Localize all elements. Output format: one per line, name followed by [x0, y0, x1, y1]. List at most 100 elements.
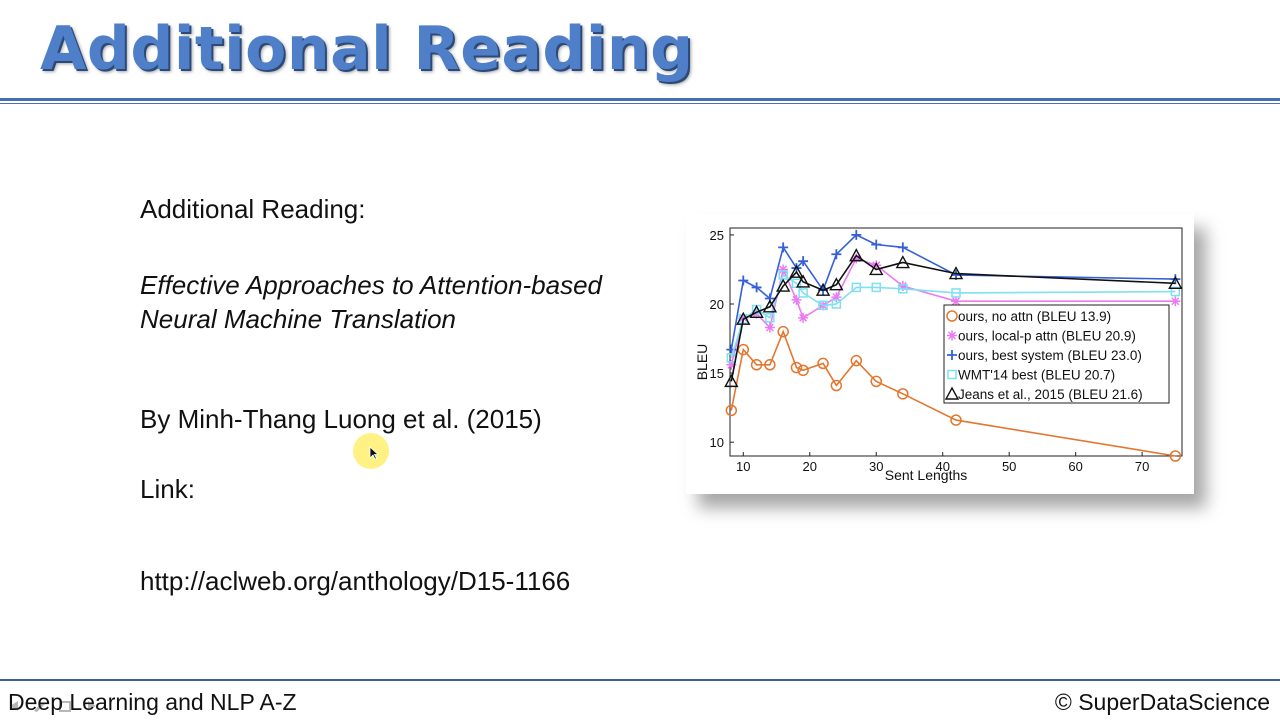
bleu-chart: 10 20 30 40 50 60 70 10 15 20 25 Sent Lengths BLEU ou… — [694, 227, 1183, 483]
series-2-point — [726, 359, 737, 370]
y-axis-label: BLEU — [694, 344, 710, 381]
legend-entry-4: WMT'14 best (BLEU 20.7) — [958, 368, 1115, 383]
x-tick-label: 70 — [1135, 459, 1149, 474]
chart-legend — [943, 304, 1170, 404]
series-2-point — [897, 281, 908, 292]
x-tick-label: 40 — [935, 459, 949, 474]
pen-icon — [34, 702, 45, 712]
y-tick-label: 20 — [710, 297, 724, 312]
series-3-point — [871, 239, 882, 250]
series-5-point — [815, 282, 831, 296]
series-2-point — [871, 260, 882, 271]
series-1-point — [870, 375, 882, 388]
series-1-point — [725, 404, 738, 417]
legend-marker-5 — [944, 386, 960, 400]
reading-heading: Additional Reading: — [140, 194, 366, 224]
link-label: Link: — [140, 474, 195, 504]
legend-entry-5: Jeans et al., 2015 (BLEU 21.6) — [958, 387, 1143, 402]
grid-icon — [59, 701, 71, 712]
series-5-point — [895, 255, 911, 269]
x-tick-label: 10 — [736, 459, 750, 474]
y-tick-label: 25 — [710, 228, 724, 243]
series-2-point — [851, 253, 862, 264]
series-3-point — [831, 249, 842, 260]
series-5-point — [736, 311, 751, 325]
series-5-point — [789, 264, 804, 278]
series-4-point — [798, 288, 808, 298]
series-1-point — [1169, 450, 1182, 462]
series-3-point — [897, 242, 908, 253]
series-4-point — [818, 300, 828, 311]
title-divider-thin — [0, 103, 1280, 104]
x-tick-label: 60 — [1068, 459, 1082, 474]
series-5-point — [795, 274, 811, 288]
series-3-point — [738, 275, 749, 286]
series-1-point — [737, 343, 750, 356]
series-4-point — [831, 299, 842, 309]
legend-entry-1: ours, no attn (BLEU 13.9) — [958, 309, 1111, 324]
series-5-point — [869, 261, 884, 276]
legend-marker-2 — [947, 330, 957, 341]
series-5-point — [948, 266, 964, 280]
title-divider — [0, 98, 1280, 101]
series-1-point — [764, 359, 776, 371]
footer-divider — [0, 679, 1280, 681]
series-4-point — [765, 313, 775, 323]
series-2-point — [951, 296, 961, 307]
next-slide-icon — [88, 701, 96, 711]
series-3-point — [751, 282, 762, 293]
series-2-point — [831, 292, 842, 303]
series-5-point — [762, 299, 778, 313]
series-1-point — [817, 357, 829, 370]
legend-marker-1 — [946, 310, 958, 322]
series-4-point — [871, 282, 881, 293]
series-3-point — [1170, 274, 1181, 285]
series-4-point — [898, 284, 908, 294]
paper-link[interactable]: http://aclweb.org/anthology/D15-1166 — [140, 566, 571, 596]
previous-slide-icon — [10, 701, 18, 711]
x-tick-label: 20 — [803, 459, 817, 474]
series-2-point — [738, 312, 749, 323]
slide-navigation-controls[interactable] — [8, 699, 98, 713]
x-tick-label: 50 — [1002, 459, 1016, 474]
series-5-point — [749, 304, 764, 318]
course-name: Deep Learning and NLP A-Z — [8, 689, 297, 715]
copyright-text: © SuperDataScience — [1054, 689, 1270, 715]
slide-title: Additional Reading — [40, 14, 694, 84]
authors-line: By Minh-Thang Luong et al. (2015) — [140, 404, 542, 434]
x-tick-label: 30 — [869, 459, 883, 474]
series-1-point — [790, 361, 803, 374]
series-1-point — [897, 388, 909, 400]
series-2-point — [764, 322, 775, 333]
series-4-point — [1170, 286, 1181, 297]
series-3-point — [851, 229, 862, 240]
series-5-point — [724, 373, 739, 388]
series-4-point — [951, 288, 961, 298]
series-1-point — [777, 325, 789, 338]
series-1-point — [830, 379, 843, 392]
series-5-point — [775, 278, 791, 292]
x-axis-label: Sent Lengths — [885, 467, 968, 483]
bleu-chart-figure: 10 20 30 40 50 60 70 10 15 20 25 Sent Lengths BLEU ou… — [686, 214, 1194, 494]
series-1-point — [950, 414, 962, 426]
series-2-point — [1170, 296, 1181, 307]
series-2-point — [778, 264, 789, 275]
series-3-point — [798, 256, 809, 267]
series-1-point — [850, 354, 863, 367]
series-1-point — [797, 364, 809, 377]
legend-entry-2: ours, local-p attn (BLEU 20.9) — [958, 329, 1136, 344]
legend-marker-4 — [947, 369, 957, 380]
series-5-point — [1168, 275, 1183, 289]
legend-entry-3: ours, best system (BLEU 23.0) — [958, 348, 1142, 363]
paper-title: Effective Approaches to Attention-based … — [140, 270, 603, 334]
series-3-point — [778, 242, 789, 253]
series-2-point — [798, 312, 809, 323]
y-tick-label: 10 — [710, 435, 724, 450]
series-5-point — [849, 248, 864, 262]
series-2-point — [791, 294, 802, 305]
series-4-point — [851, 282, 862, 293]
legend-marker-3 — [947, 350, 957, 360]
plot-frame — [729, 227, 1183, 457]
mouse-pointer-icon — [369, 446, 379, 460]
series-5-point — [829, 277, 844, 291]
